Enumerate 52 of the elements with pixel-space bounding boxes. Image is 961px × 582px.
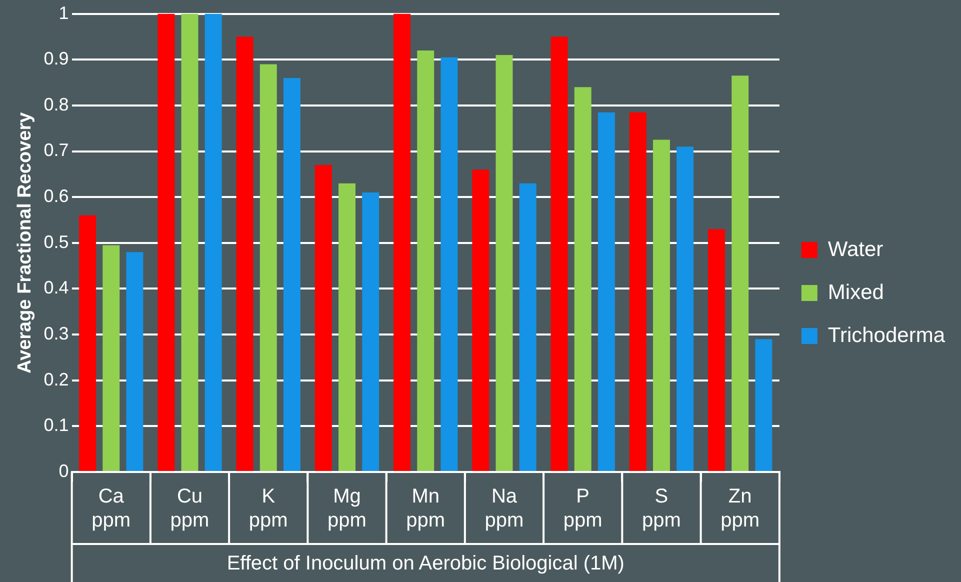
y-tick-label: 0.7 (44, 140, 69, 160)
x-tick-label: Mn ppm (406, 486, 446, 532)
bar (574, 87, 592, 471)
y-tick-label: 0.1 (44, 415, 69, 436)
x-tick-label: Zn ppm (720, 486, 760, 532)
bar (260, 64, 277, 471)
bar (236, 36, 254, 471)
x-tick-label: K ppm (248, 486, 288, 532)
bar (519, 183, 536, 471)
x-tick-label: Cu ppm (170, 486, 210, 532)
bar (79, 215, 96, 471)
bar (440, 57, 458, 471)
bar (629, 112, 646, 471)
bar (181, 14, 198, 471)
bar (417, 50, 434, 471)
x-tick-label: Ca ppm (92, 486, 131, 532)
y-tick-label: 0 (58, 460, 69, 481)
bar (362, 192, 380, 471)
bar (472, 170, 490, 471)
bar (676, 146, 694, 471)
legend-label: Mixed (828, 280, 884, 304)
bar (394, 14, 411, 471)
legend-label: Water (828, 238, 884, 261)
bar (102, 245, 120, 471)
bar (126, 252, 144, 471)
x-tick-label: S ppm (642, 486, 681, 532)
bar (283, 78, 300, 471)
y-tick-label: 1 (58, 2, 69, 23)
bar (158, 14, 175, 471)
bar (550, 36, 568, 471)
x-tick-label: P ppm (563, 486, 602, 532)
bar (496, 55, 513, 471)
y-axis-title: Average Fractional Recovery (14, 112, 36, 374)
bar (652, 140, 670, 471)
x-tick-label: Na ppm (484, 486, 524, 532)
bar (755, 339, 772, 471)
y-tick-label: 0.5 (44, 232, 69, 252)
y-tick-label: 0.8 (44, 94, 69, 114)
bar (598, 112, 615, 471)
bar (708, 229, 726, 471)
x-tick-label: Mg ppm (328, 486, 366, 532)
y-tick-label: 0.6 (44, 186, 69, 206)
bar (338, 183, 356, 471)
bar (732, 76, 749, 471)
legend-label: Trichoderma (828, 324, 946, 347)
x-axis-title: Effect of Inoculum on Aerobic Biological (1M) (226, 552, 624, 575)
bar (314, 165, 332, 471)
y-tick-label: 0.4 (44, 278, 69, 298)
y-tick-label: 0.3 (44, 324, 69, 344)
bar (204, 14, 222, 471)
y-tick-label: 0.2 (44, 369, 69, 390)
y-tick-label: 0.9 (44, 48, 69, 69)
